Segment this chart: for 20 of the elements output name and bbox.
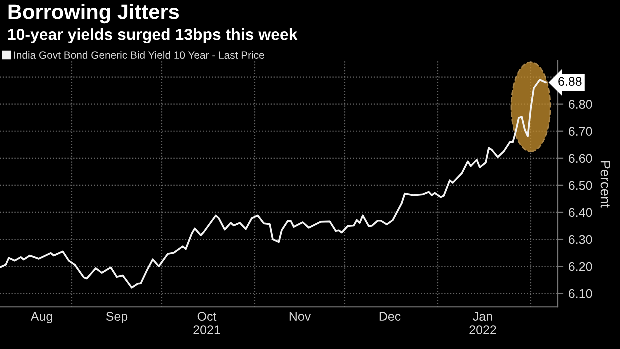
y-tick-label: 6.60 (569, 154, 592, 164)
x-tick-label: Jan 2022 (470, 312, 496, 334)
y-tick-label: 6.20 (569, 262, 592, 272)
y-axis-title: Percent (600, 161, 610, 208)
x-tick-label: Nov (290, 312, 312, 322)
x-tick-label: Aug (30, 312, 52, 324)
y-tick-label: 6.70 (569, 127, 592, 136)
annotation: 6.88 (558, 77, 582, 86)
y-tick-label: 6.10 (569, 289, 592, 298)
y-tick-label: 6.80 (569, 100, 592, 109)
x-tick-label: Dec (380, 312, 401, 322)
y-tick-label: 6.40 (569, 208, 592, 218)
x-tick-label: Oct 2021 (194, 312, 220, 334)
chart-title: Borrowing Jitters (8, 4, 180, 24)
line-series (0, 79, 547, 289)
y-tick-label: 6.50 (569, 181, 592, 190)
legend-label: India Govt Bond Generic Bid Yield 10 Year - Last Price (14, 51, 264, 60)
chart-subtitle: 10-year yields surged 13bps this week (8, 28, 298, 44)
x-tick-label: Sep (106, 312, 128, 324)
y-tick-label: 6.30 (569, 235, 592, 244)
